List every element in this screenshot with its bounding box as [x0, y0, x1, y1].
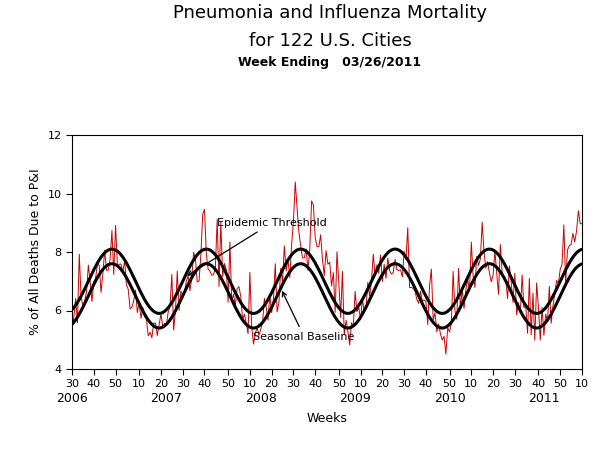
Text: Epidemic Threshold: Epidemic Threshold [188, 218, 327, 275]
Text: 2009: 2009 [339, 392, 371, 405]
Text: Week Ending   03/26/2011: Week Ending 03/26/2011 [238, 56, 422, 69]
Text: 2010: 2010 [434, 392, 466, 405]
Y-axis label: % of All Deaths Due to P&I: % of All Deaths Due to P&I [29, 169, 42, 335]
Text: Pneumonia and Influenza Mortality: Pneumonia and Influenza Mortality [173, 4, 487, 22]
Text: 2011: 2011 [528, 392, 560, 405]
Text: 2008: 2008 [245, 392, 277, 405]
Text: Seasonal Baseline: Seasonal Baseline [253, 292, 355, 342]
Text: 2006: 2006 [56, 392, 88, 405]
Text: for 122 U.S. Cities: for 122 U.S. Cities [248, 32, 412, 50]
Text: Weeks: Weeks [307, 412, 347, 425]
Text: 2007: 2007 [151, 392, 182, 405]
